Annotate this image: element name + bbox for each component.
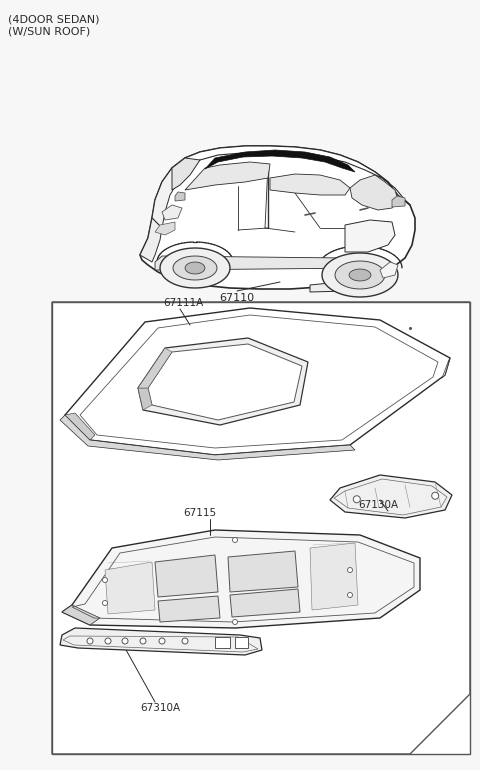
Polygon shape bbox=[228, 551, 298, 592]
Polygon shape bbox=[162, 205, 182, 220]
Polygon shape bbox=[138, 388, 152, 410]
Polygon shape bbox=[235, 637, 248, 648]
Polygon shape bbox=[62, 530, 420, 628]
Circle shape bbox=[140, 638, 146, 644]
Polygon shape bbox=[310, 543, 358, 610]
Circle shape bbox=[103, 601, 108, 605]
Polygon shape bbox=[345, 220, 395, 252]
Polygon shape bbox=[155, 222, 175, 235]
Polygon shape bbox=[442, 358, 450, 378]
Text: (W/SUN ROOF): (W/SUN ROOF) bbox=[8, 26, 90, 36]
Text: 67111A: 67111A bbox=[163, 298, 203, 308]
Polygon shape bbox=[160, 248, 230, 288]
Polygon shape bbox=[310, 278, 390, 292]
Circle shape bbox=[103, 578, 108, 582]
Polygon shape bbox=[330, 475, 452, 518]
Circle shape bbox=[348, 567, 352, 573]
Polygon shape bbox=[350, 175, 398, 210]
Polygon shape bbox=[138, 348, 172, 388]
Circle shape bbox=[105, 638, 111, 644]
Polygon shape bbox=[140, 146, 415, 289]
Polygon shape bbox=[185, 146, 410, 205]
Polygon shape bbox=[349, 269, 371, 281]
Polygon shape bbox=[60, 628, 262, 655]
Circle shape bbox=[432, 492, 439, 499]
Text: 67130A: 67130A bbox=[358, 500, 398, 510]
Polygon shape bbox=[65, 308, 450, 455]
Polygon shape bbox=[155, 256, 375, 270]
Polygon shape bbox=[215, 637, 230, 648]
Polygon shape bbox=[185, 162, 270, 190]
Polygon shape bbox=[230, 589, 300, 617]
Circle shape bbox=[122, 638, 128, 644]
Polygon shape bbox=[105, 562, 155, 614]
Circle shape bbox=[232, 620, 238, 624]
Polygon shape bbox=[185, 262, 205, 274]
Polygon shape bbox=[60, 415, 355, 460]
Polygon shape bbox=[175, 192, 185, 201]
Polygon shape bbox=[335, 261, 385, 289]
Polygon shape bbox=[138, 338, 308, 425]
Circle shape bbox=[232, 537, 238, 543]
Polygon shape bbox=[140, 218, 162, 262]
Polygon shape bbox=[155, 555, 218, 597]
Circle shape bbox=[353, 496, 360, 503]
Polygon shape bbox=[322, 253, 398, 297]
Polygon shape bbox=[392, 196, 405, 207]
Polygon shape bbox=[380, 262, 398, 278]
Polygon shape bbox=[158, 596, 220, 622]
Circle shape bbox=[87, 638, 93, 644]
Polygon shape bbox=[152, 158, 190, 228]
Text: 67110: 67110 bbox=[219, 293, 254, 303]
Text: 67310A: 67310A bbox=[140, 703, 180, 713]
Bar bbox=[52, 302, 470, 754]
Polygon shape bbox=[270, 174, 350, 195]
Polygon shape bbox=[148, 344, 302, 420]
Circle shape bbox=[348, 592, 352, 598]
Text: 67115: 67115 bbox=[183, 508, 216, 518]
Polygon shape bbox=[173, 256, 217, 280]
Circle shape bbox=[182, 638, 188, 644]
Polygon shape bbox=[172, 158, 200, 190]
Polygon shape bbox=[205, 150, 355, 172]
Polygon shape bbox=[65, 413, 95, 440]
Polygon shape bbox=[62, 605, 100, 625]
Text: (4DOOR SEDAN): (4DOOR SEDAN) bbox=[8, 14, 99, 24]
Circle shape bbox=[159, 638, 165, 644]
